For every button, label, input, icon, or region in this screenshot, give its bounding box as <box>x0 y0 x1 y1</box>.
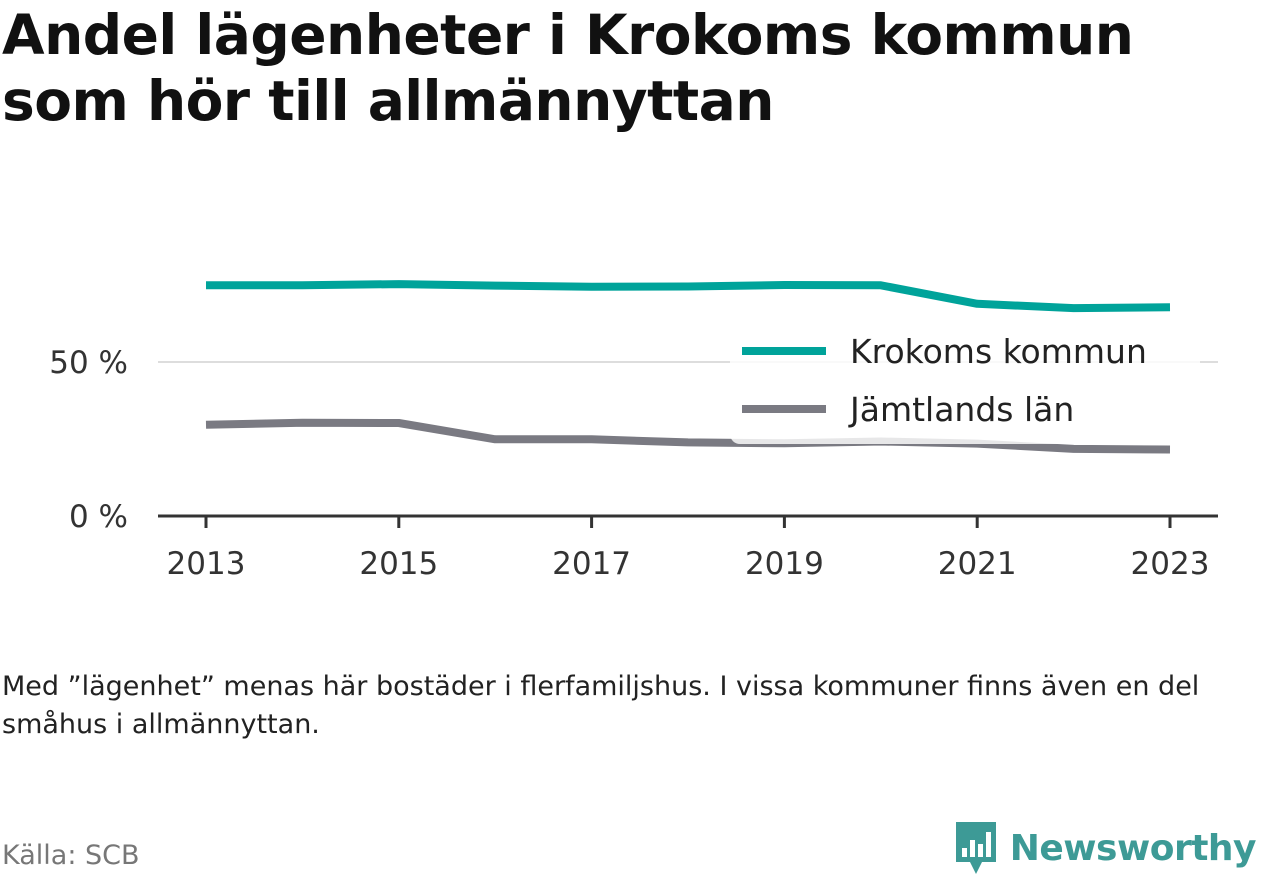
legend-box <box>730 318 1200 444</box>
y-tick-label: 50 % <box>49 345 128 381</box>
series-line <box>206 280 1171 313</box>
x-tick-label: 2015 <box>359 546 438 582</box>
x-tick-label: 2013 <box>167 546 246 582</box>
chart-title: Andel lägenheter i Krokoms kommun som hö… <box>2 3 1134 133</box>
x-tick-label: 2017 <box>552 546 631 582</box>
chart-note: Med ”lägenhet” menas här bostäder i fler… <box>2 671 1200 740</box>
series-line <box>205 418 1171 454</box>
legend-label: Jämtlands län <box>848 390 1074 429</box>
x-tick-label: 2021 <box>938 546 1017 582</box>
source-label: Källa: SCB <box>2 840 140 871</box>
brand-name: Newsworthy <box>1009 827 1257 869</box>
series-lines <box>205 280 1171 454</box>
brand-logo: Newsworthy <box>952 818 1257 878</box>
y-tick-label: 0 % <box>69 499 128 535</box>
legend: Krokoms kommun Jämtlands län <box>730 318 1200 444</box>
axes: 0 % 50 % 2013 2015 2017 2019 2021 2023 <box>49 345 1218 582</box>
x-tick-label: 2023 <box>1131 546 1210 582</box>
legend-label: Krokoms kommun <box>850 332 1147 371</box>
x-tick-label: 2019 <box>745 546 824 582</box>
newsworthy-logo-icon <box>955 822 996 874</box>
